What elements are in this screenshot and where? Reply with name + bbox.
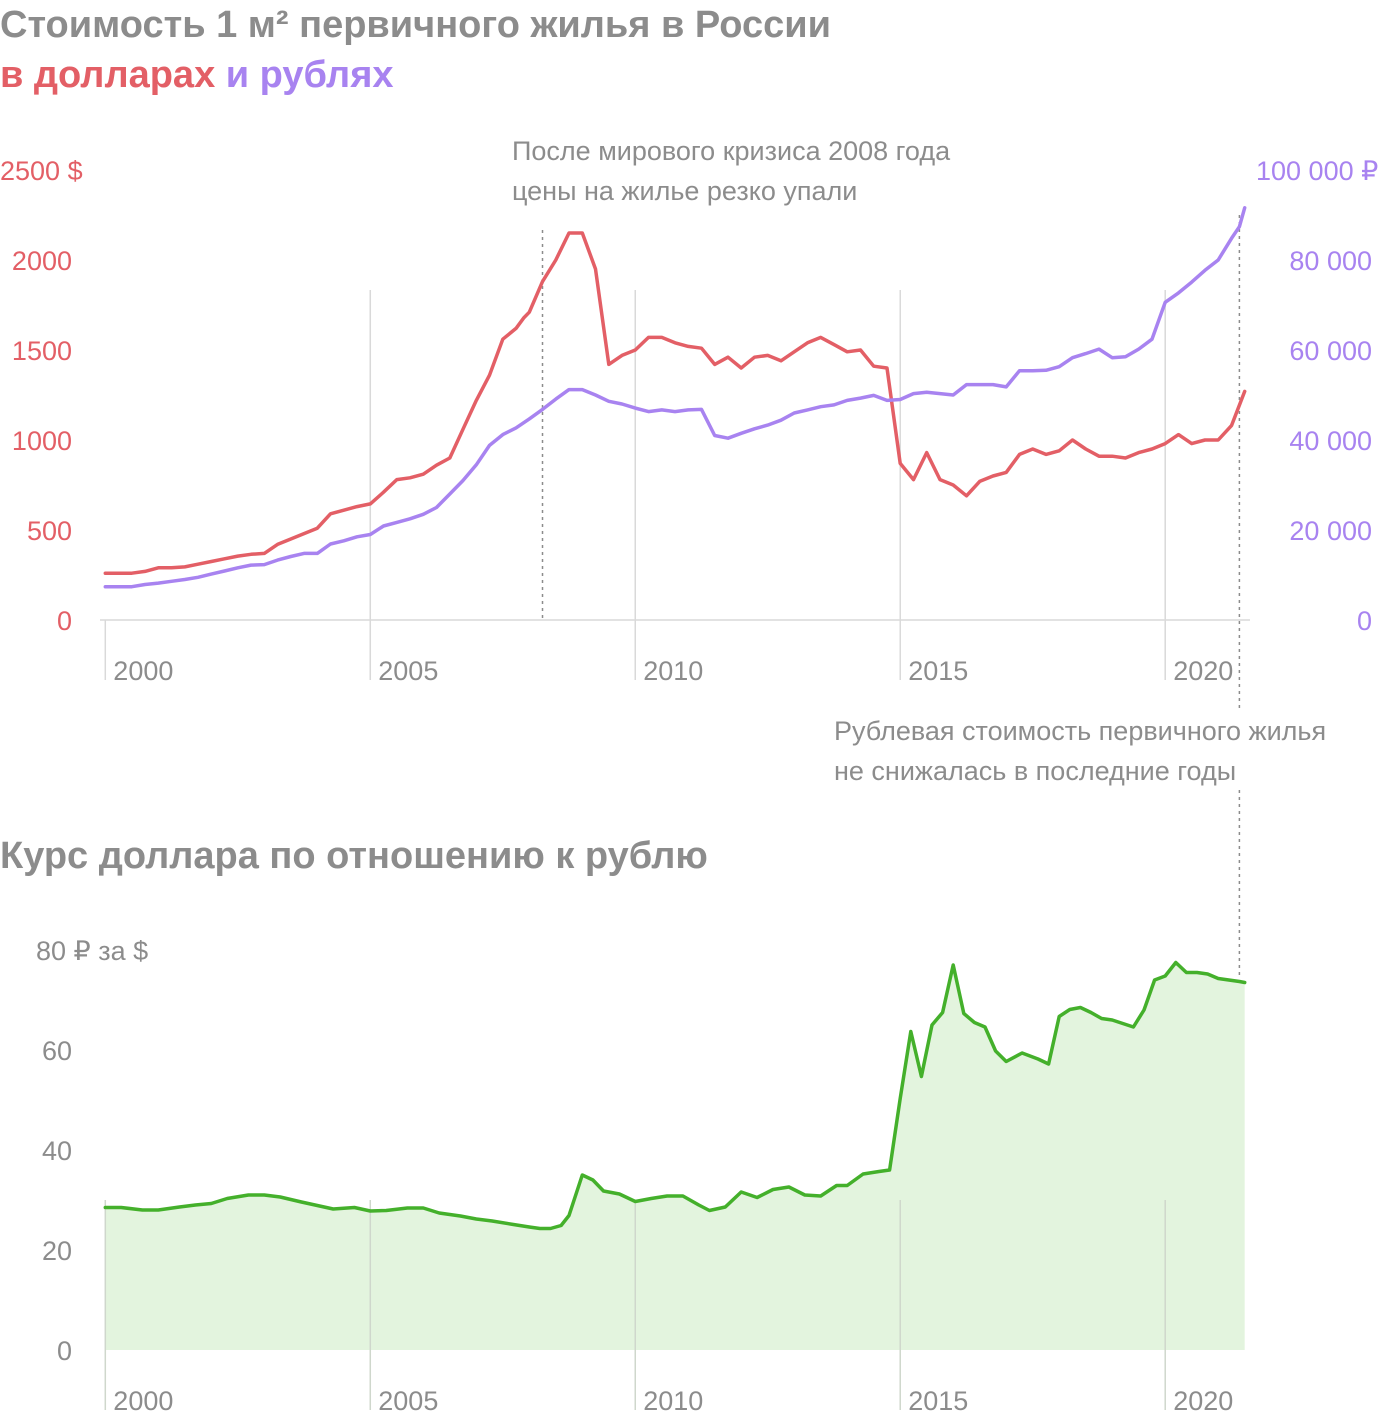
top-y-left-tick-label: 1500 [12,336,72,366]
top-y-left-tick-label: 500 [27,516,72,546]
top-y-left-tick-label: 0 [57,606,72,636]
annotation-ruble-text: не снижалась в последние годы [834,756,1236,786]
top-y-right-tick-label: 20 000 [1289,516,1372,546]
rate-series-line [103,960,1247,1231]
annotation-2008-text: После мирового кризиса 2008 года [512,136,951,166]
top-y-right-tick-label: 80 000 [1289,246,1372,276]
top-y-right-tick-label: 100 000 ₽ [1256,156,1378,186]
top-chart-title-line2: в долларах и рублях [0,54,394,96]
top-x-tick-label: 2020 [1173,656,1233,686]
top-y-left-tick-label: 2500 $ [0,156,83,186]
top-y-right-tick-label: 40 000 [1289,426,1372,456]
rub-series-line [103,206,1247,589]
bottom-x-tick-label: 2010 [643,1386,703,1416]
top-x-tick-label: 2000 [113,656,173,686]
bottom-y-tick-label: 40 [42,1136,72,1166]
bottom-x-tick-label: 2005 [378,1386,438,1416]
annotation-ruble-text: Рублевая стоимость первичного жилья [834,716,1326,746]
bottom-y-tick-label: 0 [57,1336,72,1366]
annotation-2008-text: цены на жилье резко упали [512,176,857,206]
title-usd-part: в долларах [0,54,215,96]
rate-area-fill [105,962,1245,1350]
bottom-chart-title: Курс доллара по отношению к рублю [0,835,708,877]
top-chart-title-line1: Стоимость 1 м² первичного жилья в России [0,4,831,46]
bottom-y-tick-label: 60 [42,1036,72,1066]
top-x-tick-label: 2015 [908,656,968,686]
top-x-tick-label: 2010 [643,656,703,686]
top-y-right-tick-label: 60 000 [1289,336,1372,366]
top-y-left-tick-label: 2000 [12,246,72,276]
bottom-x-tick-label: 2020 [1173,1386,1233,1416]
bottom-y-tick-label: 80 ₽ за $ [36,936,148,966]
bottom-x-tick-label: 2015 [908,1386,968,1416]
bottom-y-tick-label: 20 [42,1236,72,1266]
bottom-x-tick-label: 2000 [113,1386,173,1416]
top-x-tick-label: 2005 [378,656,438,686]
top-y-left-tick-label: 1000 [12,426,72,456]
top-chart: 2000 2005 2010 2015 2020 0 500 1000 1500 2000 2500… [0,136,1378,975]
usd-series-line [103,231,1247,575]
bottom-chart: 2000 2005 2010 2015 2020 0 20 40 60 80 ₽ за $ [36,936,1247,1416]
title-rub-part: и рублях [226,54,394,96]
top-y-right-tick-label: 0 [1357,606,1372,636]
